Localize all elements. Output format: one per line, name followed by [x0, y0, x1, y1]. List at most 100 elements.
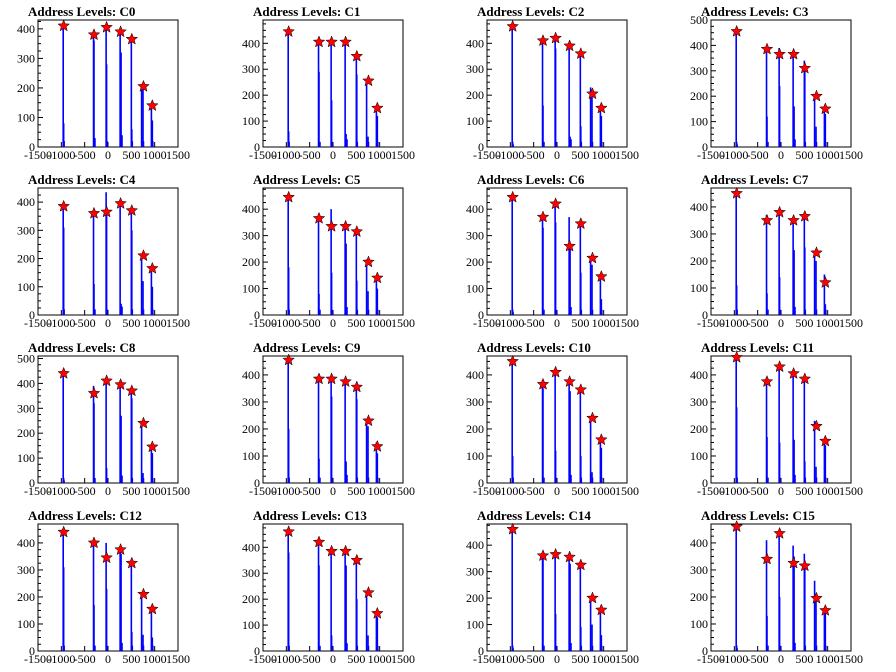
y-tick-label: 300	[17, 51, 35, 65]
y-tick-label: 300	[690, 64, 708, 78]
y-tick-label: 300	[466, 565, 484, 579]
peak-star-marker	[370, 271, 384, 284]
chart-svg-11: Address Levels: C11 0 100 200 300 400 -1500-10…	[690, 340, 863, 498]
x-tick-label: -500	[747, 148, 769, 162]
y-tick-label: 300	[466, 62, 484, 76]
peak-star-marker	[312, 372, 326, 385]
peak-star-marker	[730, 350, 744, 363]
y-tick-label: 300	[690, 563, 708, 577]
x-tick-label: 500	[795, 652, 813, 666]
chart-panel-10: Address Levels: C10 0 100 200 300 400 -1500 -10…	[455, 336, 679, 504]
y-tick-label: 300	[690, 227, 708, 241]
peak-star-marker	[574, 383, 588, 396]
x-tick-label: 500	[122, 316, 140, 330]
y-tick-label: 200	[242, 422, 260, 436]
y-tick-label: 400	[690, 38, 708, 52]
chart-svg-8: Address Levels: C80100200300400500-1500-…	[17, 340, 190, 498]
peak-star-marker	[818, 603, 832, 616]
y-tick-label: 100	[242, 114, 260, 128]
x-tick-label: -1000	[496, 316, 524, 330]
x-tick-label: -1000	[47, 652, 75, 666]
y-tick-label: 200	[466, 88, 484, 102]
peak-star-marker	[125, 556, 139, 569]
x-tick-label: 0	[105, 148, 111, 162]
chart-title: Address Levels: C0	[28, 4, 135, 19]
peak-star-marker	[818, 102, 832, 115]
peak-star-marker	[798, 559, 812, 572]
chart-svg-10: Address Levels: C10 0 100 200 300 400 -1500-10…	[466, 340, 639, 498]
y-tick-label: 0	[478, 476, 484, 490]
plot-frame	[37, 523, 179, 652]
peak-star-marker	[549, 31, 562, 44]
chart-svg-14: Address Levels: C14 0 100 200 300 400 -1500-10…	[466, 508, 639, 666]
peak-star-marker	[362, 585, 375, 599]
chart-title: Address Levels: C2	[477, 4, 584, 19]
peak-star-marker	[506, 354, 520, 367]
y-tick-label: 300	[242, 62, 260, 76]
x-tick-label: 1000	[592, 652, 616, 666]
x-tick-label: -1500	[24, 484, 52, 498]
y-tick-label: 100	[17, 280, 35, 294]
peak-star-marker	[325, 544, 338, 557]
chart-title: Address Levels: C12	[28, 508, 142, 523]
x-tick-label: 0	[554, 484, 560, 498]
x-tick-label: -1000	[47, 484, 75, 498]
x-tick-label: 0	[330, 316, 336, 330]
peak-star-marker	[312, 211, 326, 224]
y-tick-label: 0	[254, 140, 260, 154]
peak-star-marker	[810, 89, 823, 102]
chart-title: Address Levels: C7	[701, 172, 809, 187]
peak-star-marker	[810, 246, 823, 259]
y-tick-label: 200	[690, 590, 708, 604]
y-tick-label: 100	[242, 449, 260, 463]
chart-panel-9: Address Levels: C9 0 100 200 300 400 -1500 -100…	[231, 336, 455, 504]
y-tick-label: 200	[17, 252, 35, 266]
x-tick-label: -500	[74, 652, 96, 666]
y-tick-label: 300	[242, 395, 260, 409]
peak-star-marker	[312, 35, 326, 48]
x-tick-label: 1000	[143, 148, 167, 162]
x-tick-label: -1500	[697, 316, 725, 330]
x-tick-label: -1000	[496, 484, 524, 498]
peak-star-marker	[506, 522, 520, 535]
peak-star-marker	[549, 547, 562, 560]
y-tick-label: 400	[17, 376, 35, 390]
x-tick-label: 500	[122, 484, 140, 498]
x-tick-label: -500	[747, 484, 769, 498]
y-tick-label: 200	[690, 89, 708, 103]
x-tick-label: -1000	[272, 652, 300, 666]
x-tick-label: -1000	[720, 148, 748, 162]
peak-star-marker	[100, 551, 113, 564]
peak-star-marker	[818, 275, 832, 288]
peak-star-marker	[563, 239, 576, 252]
plot-frame	[262, 523, 404, 652]
x-tick-label: 1500	[615, 484, 639, 498]
x-tick-label: -1000	[272, 148, 300, 162]
peak-star-marker	[114, 25, 127, 38]
y-tick-label: 200	[17, 426, 35, 440]
peak-star-marker	[574, 558, 588, 571]
peak-star-marker	[325, 219, 338, 232]
plot-frame	[37, 355, 179, 484]
y-tick-label: 400	[690, 536, 708, 550]
peak-star-marker	[350, 553, 364, 566]
x-tick-label: 1500	[166, 316, 190, 330]
peak-star-marker	[810, 591, 823, 604]
x-tick-label: -1000	[720, 316, 748, 330]
y-tick-label: 300	[466, 229, 484, 243]
y-tick-label: 0	[478, 140, 484, 154]
peak-star-marker	[87, 206, 101, 219]
x-tick-label: -1000	[496, 148, 524, 162]
peak-star-marker	[760, 213, 774, 226]
peak-star-marker	[787, 556, 800, 569]
peak-star-marker	[536, 377, 550, 390]
y-tick-label: 0	[702, 476, 708, 490]
peak-star-marker	[760, 42, 774, 55]
x-tick-label: 1500	[391, 652, 415, 666]
x-tick-label: 0	[105, 652, 111, 666]
y-tick-label: 0	[702, 308, 708, 322]
y-tick-label: 100	[466, 114, 484, 128]
x-tick-label: 0	[330, 652, 336, 666]
peak-star-marker	[350, 224, 364, 238]
